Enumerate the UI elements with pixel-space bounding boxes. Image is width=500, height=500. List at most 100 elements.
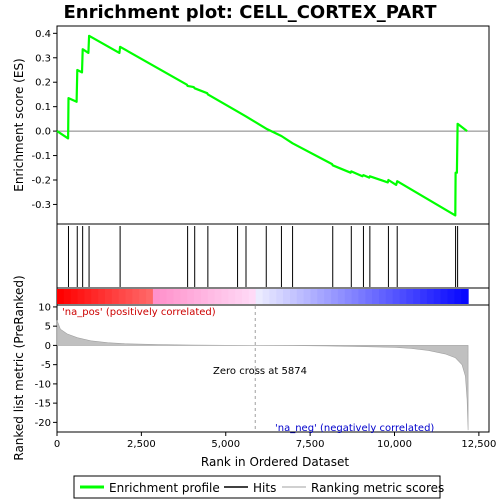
- colorbar-segment: [200, 289, 209, 304]
- colorbar-segment: [262, 289, 270, 304]
- colorbar-segment: [132, 289, 140, 304]
- metric-y-tick-label: -20: [35, 418, 51, 429]
- colorbar-segment: [283, 289, 291, 304]
- x-axis-label: Rank in Ordered Dataset: [201, 455, 349, 469]
- colorbar-segment: [235, 289, 243, 304]
- colorbar-segment: [84, 289, 92, 304]
- colorbar-segment: [351, 289, 360, 304]
- colorbar-segment: [146, 289, 154, 304]
- colorbar-segment: [420, 289, 428, 304]
- colorbar-segment: [63, 289, 72, 304]
- es-panel: [56, 25, 490, 225]
- colorbar-segment: [440, 289, 449, 304]
- es-y-tick-label: 0.4: [35, 29, 51, 40]
- es-y-tick-label: -0.3: [31, 200, 51, 211]
- colorbar-segment: [276, 289, 284, 304]
- colorbar-segment: [91, 289, 99, 304]
- colorbar-segment: [331, 289, 339, 304]
- colorbar-segment: [365, 289, 373, 304]
- colorbar-segment: [70, 289, 79, 304]
- colorbar-segment: [125, 289, 133, 304]
- colorbar-segment: [98, 289, 106, 304]
- colorbar-segment: [139, 289, 147, 304]
- metric-y-tick-label: -15: [35, 399, 51, 410]
- colorbar-segment: [166, 289, 175, 304]
- pos-correlated-label: 'na_pos' (positively correlated): [62, 307, 216, 318]
- colorbar-segment: [392, 289, 401, 304]
- colorbar-segment: [447, 289, 455, 304]
- es-y-tick-label: 0.1: [35, 102, 51, 113]
- legend-label-hits: Hits: [253, 481, 276, 495]
- colorbar-segment: [399, 289, 408, 304]
- colorbar-segment: [317, 289, 325, 304]
- x-tick-label: 2,500: [127, 439, 156, 450]
- colorbar-segment: [289, 289, 298, 304]
- metric-area-group: [56, 306, 469, 431]
- chart-title: Enrichment plot: CELL_CORTEX_PART: [63, 2, 437, 23]
- colorbar-segment: [324, 289, 332, 304]
- hit-markers: [67, 226, 459, 287]
- colorbar-segment: [344, 289, 353, 304]
- colorbar-segment: [241, 289, 250, 304]
- colorbar-segment: [118, 289, 127, 304]
- neg-correlated-label: 'na_neg' (negatively correlated): [275, 423, 434, 434]
- legend-label-metric: Ranking metric scores: [311, 481, 444, 495]
- x-tick-label: 5,000: [211, 439, 240, 450]
- x-tick-label: 12,500: [461, 439, 496, 450]
- hits-panel: [56, 223, 490, 289]
- colorbar-segment: [385, 289, 394, 304]
- legend-label-enrichment: Enrichment profile: [109, 481, 220, 495]
- colorbar-segment: [255, 289, 264, 304]
- metric-y-tick-label: -5: [41, 360, 51, 371]
- metric-area: [56, 320, 469, 431]
- colorbar-segment: [187, 289, 195, 304]
- colorbar-segment: [111, 289, 120, 304]
- colorbar-segment: [310, 289, 318, 304]
- rank-colorbar: [57, 289, 469, 304]
- es-y-tick-label: 0.2: [35, 78, 51, 89]
- legend-box: [73, 475, 441, 499]
- es-profile-line: [56, 34, 468, 217]
- x-tick-label: 7,500: [296, 439, 325, 450]
- colorbar-segment: [180, 289, 188, 304]
- colorbar-segment: [269, 289, 277, 304]
- es-y-tick-label: 0.0: [35, 127, 51, 138]
- x-tick-label: 10,000: [377, 439, 412, 450]
- zero-cross-label: Zero cross at 5874: [213, 366, 307, 377]
- es-y-tick-label: -0.1: [31, 151, 51, 162]
- x-tick-label: 0: [54, 439, 60, 450]
- colorbar-segment: [296, 289, 305, 304]
- x-ticks: 0 2,500 5,000 7,500 10,000 12,500: [54, 432, 496, 450]
- colorbar-segment: [159, 289, 168, 304]
- es-profile-group: [56, 34, 468, 217]
- colorbar-segment: [433, 289, 442, 304]
- colorbar-segment: [77, 289, 86, 304]
- colorbar-segment: [207, 289, 216, 304]
- metric-y-tick-label: 0: [45, 341, 51, 352]
- colorbar-segment: [379, 289, 387, 304]
- es-y-axis-label: Enrichment score (ES): [12, 58, 26, 191]
- colorbar-segment: [372, 289, 380, 304]
- legend: Enrichment profile Hits Ranking metric s…: [73, 475, 444, 499]
- colorbar-segment: [104, 289, 113, 304]
- metric-y-axis-label: Ranked list metric (PreRanked): [12, 275, 26, 460]
- colorbar-segment: [221, 289, 229, 304]
- colorbar-segment: [454, 289, 462, 304]
- colorbar-segment: [57, 289, 65, 304]
- es-y-tick-label: -0.2: [31, 176, 51, 187]
- colorbar-segment: [406, 289, 414, 304]
- colorbar-segment: [173, 289, 181, 304]
- colorbar-segment: [426, 289, 435, 304]
- metric-y-ticks: 10 5 0 -5 -10 -15 -20: [35, 302, 57, 429]
- colorbar-segment: [413, 289, 421, 304]
- colorbar-segment: [303, 289, 312, 304]
- colorbar-segment: [461, 289, 469, 304]
- metric-y-tick-label: 5: [45, 322, 51, 333]
- colorbar-segment: [228, 289, 236, 304]
- metric-panel: [56, 304, 490, 433]
- colorbar-segment: [337, 289, 346, 304]
- colorbar-segment: [194, 289, 202, 304]
- colorbar-segment: [214, 289, 223, 304]
- metric-y-tick-label: 10: [38, 302, 51, 313]
